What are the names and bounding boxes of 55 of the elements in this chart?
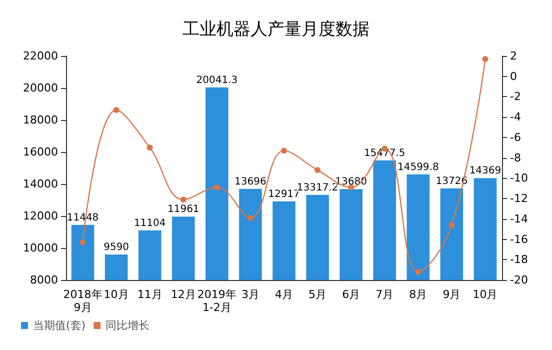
y2-tick-label: -2 <box>510 90 521 104</box>
y-tick-label: 20000 <box>23 82 58 94</box>
y2-tick-label: -8 <box>510 151 521 164</box>
point <box>314 167 321 174</box>
y2-tick-label: 2 <box>510 50 517 62</box>
y-tick-label: 16000 <box>23 146 58 158</box>
point <box>482 56 488 62</box>
data-label: 11104 <box>134 218 166 229</box>
x-tick-label: 2018年 9月 <box>63 288 102 314</box>
y-tick-label: 12000 <box>23 210 58 222</box>
data-label: 13696 <box>234 176 266 188</box>
point <box>180 196 186 203</box>
data-label: 11961 <box>167 204 200 216</box>
x-tick-label: 12月 <box>170 288 196 301</box>
x-tick-label: 7月 <box>376 288 394 301</box>
y2-tick-label: -18 <box>510 253 528 266</box>
y2-tick-label: -20 <box>510 274 528 286</box>
y2-tick-label: -16 <box>510 232 528 246</box>
data-label: 14599.8 <box>397 162 439 173</box>
point <box>448 222 455 228</box>
legend-label: 同比增长 <box>106 319 150 332</box>
point <box>80 239 86 246</box>
point <box>113 106 120 113</box>
data-label: 9590 <box>104 242 130 254</box>
y2-tick-label: -10 <box>510 172 528 185</box>
data-label: 12917 <box>268 188 300 200</box>
x-tick-label: 11月 <box>137 288 162 301</box>
y-tick-label: 18000 <box>23 114 58 126</box>
x-tick-label: 3月 <box>241 288 260 301</box>
y2-tick-label: 0 <box>510 70 517 83</box>
x-tick-label: 4月 <box>275 288 293 301</box>
x-tick-label: 9月 <box>442 288 461 301</box>
y-tick-label: 14000 <box>23 178 58 190</box>
legend-label: 当期值(套) <box>33 319 86 332</box>
y-tick-label: 22000 <box>23 50 58 62</box>
y-tick-label: 8000 <box>30 274 58 286</box>
y2-tick-label: -12 <box>510 192 528 206</box>
point <box>281 148 287 154</box>
point <box>247 214 254 221</box>
y2-tick-label: -6 <box>510 130 521 144</box>
y2-tick-label: -14 <box>510 212 528 226</box>
data-label: 20041.3 <box>196 74 238 86</box>
x-tick-label: 10月 <box>104 288 129 301</box>
x-tick-label: 5月 <box>308 288 327 301</box>
x-tick-label: 2019年 1-2月 <box>197 288 236 314</box>
data-label: 14369 <box>469 166 502 177</box>
y-tick-label: 10000 <box>23 242 58 254</box>
x-tick-label: 6月 <box>342 288 360 301</box>
point <box>146 144 153 151</box>
x-tick-label: 8月 <box>409 288 428 301</box>
y2-tick-label: -4 <box>510 110 521 124</box>
x-tick-label: 10月 <box>472 288 498 301</box>
point <box>415 268 422 275</box>
chart-title: 工业机器人产量月度数据 <box>182 20 370 40</box>
point <box>214 184 220 190</box>
